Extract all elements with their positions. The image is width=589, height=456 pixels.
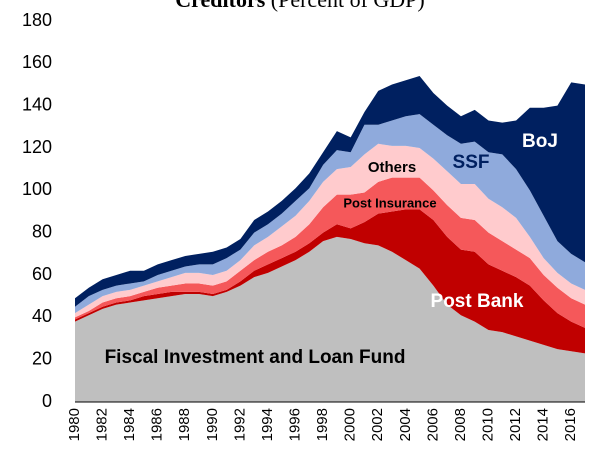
x-tick-label: 2012 [507,408,524,441]
x-tick-label: 1992 [231,408,248,441]
area [75,114,585,314]
x-tick-label: 2000 [342,408,359,441]
area [75,209,585,354]
x-tick-label: 1980 [66,408,83,441]
chart-subtitle: (Percent of GDP) [271,0,425,12]
chart-title: Creditors [175,0,265,12]
y-tick-label: 160 [22,52,52,72]
x-tick-label: 1990 [204,408,221,441]
x-tick-label: 2014 [535,408,552,441]
area [75,143,585,318]
series-label: Post Insurance [343,195,436,210]
series-label: SSF [453,152,490,173]
y-tick-label: 80 [32,221,52,241]
x-tick-label: 1996 [287,408,304,441]
series-label: Others [368,159,416,176]
x-tick-label: 2006 [424,408,441,441]
x-tick-label: 1984 [121,408,138,441]
chart-title-group: Creditors (Percent of GDP) [175,0,425,12]
series-label: BoJ [522,131,558,152]
y-tick-label: 180 [22,10,52,30]
y-tick-label: 60 [32,264,52,284]
y-tick-label: 40 [32,306,52,326]
area [75,236,585,402]
x-tick-label: 2008 [452,408,469,441]
area [75,76,585,307]
y-tick-label: 100 [22,179,52,199]
y-tick-label: 20 [32,348,52,368]
x-tick-label: 2016 [562,408,579,441]
x-tick-label: 1994 [259,408,276,441]
x-tick-label: 2002 [369,408,386,441]
y-tick-label: 140 [22,94,52,114]
x-tick-label: 1998 [314,408,331,441]
y-tick-label: 0 [42,391,52,411]
x-tick-label: 2004 [397,408,414,441]
series-label: Post Bank [431,291,524,312]
x-tick-label: 1986 [149,408,166,441]
x-tick-label: 2010 [479,408,496,441]
area [75,177,585,328]
x-tick-label: 1988 [176,408,193,441]
x-tick-label: 1982 [94,408,111,441]
series-label: Fiscal Investment and Loan Fund [105,347,406,368]
y-tick-label: 120 [22,137,52,157]
